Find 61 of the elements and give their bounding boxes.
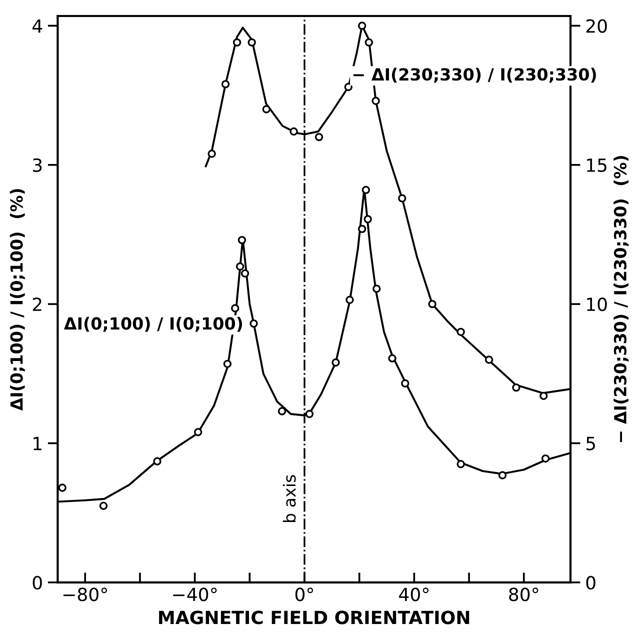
point (372, 96, 380, 105)
y2-axis-title: − ΔI(230;330) / I(230;330) (%) (614, 156, 629, 442)
x-tick-label: −40° (173, 588, 217, 602)
y2-tick-label: 20 (586, 19, 607, 33)
point (236, 262, 244, 271)
y2-tick-label: 10 (587, 298, 607, 312)
y-axis-title: ΔI(0;100) / I(0;100) (%) (10, 189, 25, 411)
series-label: − ΔI(230;330) / I(230;330) (353, 68, 596, 83)
point (194, 428, 202, 436)
series-label: ΔI(0;100) / I(0;100) (64, 316, 242, 332)
point (248, 38, 256, 47)
point (456, 460, 465, 468)
y-tick-label: 1 (34, 436, 42, 450)
y-tick-label: 2 (32, 298, 42, 311)
point (58, 484, 66, 492)
point (232, 38, 242, 47)
point (541, 454, 550, 463)
point (278, 407, 286, 416)
x-tick-label: 0° (295, 588, 314, 602)
point (362, 186, 370, 194)
point (498, 471, 507, 480)
point (344, 82, 352, 92)
y-tick-label: 0 (32, 576, 42, 590)
point (512, 383, 520, 392)
point (314, 132, 324, 142)
point (484, 356, 494, 364)
point (358, 224, 366, 234)
y-tick-label: 4 (32, 19, 42, 33)
point (456, 328, 465, 336)
point (332, 358, 340, 367)
x-axis-title: MAGNETIC FIELD ORIENTATION (159, 610, 470, 624)
point (262, 105, 270, 114)
point (428, 300, 436, 308)
point (99, 502, 108, 510)
ref-line-label: b axis (282, 475, 296, 522)
point (346, 296, 354, 304)
point (153, 457, 162, 466)
point (240, 269, 250, 278)
point (401, 379, 410, 388)
point (208, 150, 216, 158)
point (540, 392, 548, 400)
y-tick-label: 3 (32, 158, 42, 172)
x-tick-label: −80° (63, 588, 107, 602)
point (372, 284, 381, 293)
point (388, 354, 396, 362)
point (231, 304, 240, 312)
point (305, 410, 314, 418)
point (398, 194, 406, 202)
point (364, 215, 372, 224)
y2-tick-label: 5 (586, 436, 595, 450)
point (364, 38, 374, 47)
y2-tick-label: 0 (586, 576, 596, 590)
x-tick-label: 80° (509, 588, 538, 602)
point (223, 360, 232, 368)
point (221, 80, 230, 88)
point (250, 319, 258, 328)
point (358, 22, 366, 30)
point (238, 236, 246, 244)
y2-tick-label: 15 (587, 158, 606, 172)
point (290, 127, 298, 136)
x-tick-label: 40° (399, 588, 428, 602)
